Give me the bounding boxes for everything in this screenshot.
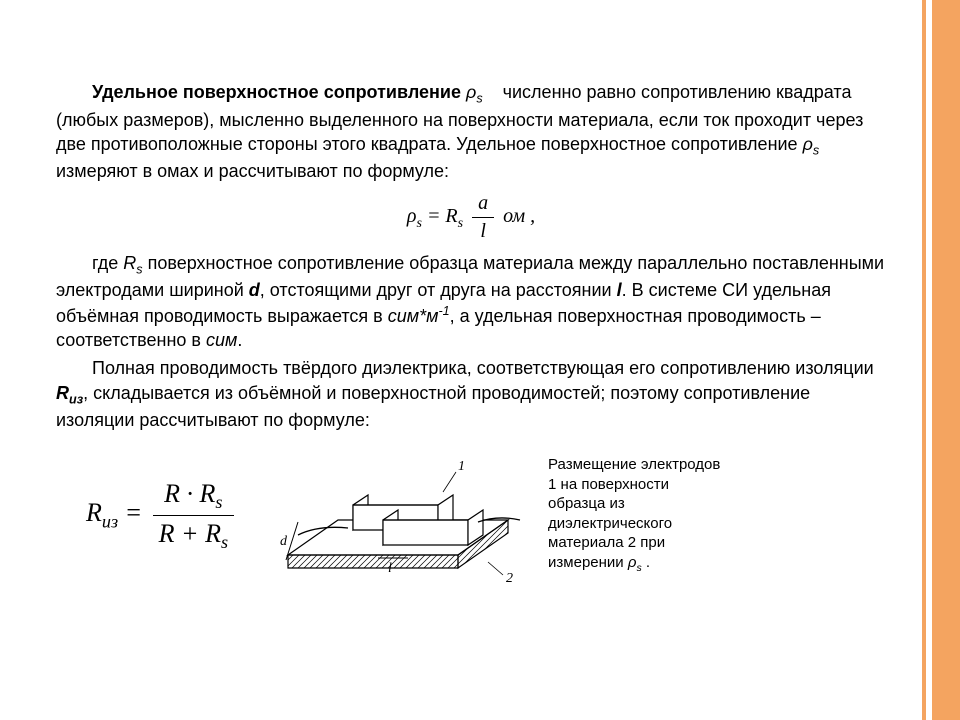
paragraph-2: где Rs поверхностное сопротивление образ… [56, 251, 886, 352]
slide-content: Удельное поверхностное сопротивление ρs … [56, 80, 886, 590]
electrode-diagram: l d 1 2 [258, 440, 528, 590]
paragraph-3: Полная проводимость твёрдого диэлектрика… [56, 356, 886, 432]
Rs-symbol: Rs [123, 253, 147, 273]
d-symbol: d [249, 280, 260, 300]
right-sidebar-thick [932, 0, 960, 720]
term-bold: Удельное поверхностное сопротивление [92, 82, 461, 102]
diagram-caption: Размещение электродов 1 на поверхности о… [548, 455, 728, 575]
rho-symbol: ρs [466, 82, 483, 102]
Riz-symbol: Rиз [56, 383, 83, 403]
p1-tail: измеряют в омах и рассчитывают по формул… [56, 161, 449, 181]
formula-2: Rиз = R · Rs R + Rs [56, 476, 238, 555]
label-d: d [280, 534, 288, 549]
label-1: 1 [458, 459, 465, 474]
formula-1: ρs = Rs a l ом , [56, 190, 886, 245]
rho-symbol-2: ρs [803, 134, 820, 154]
bottom-row: Rиз = R · Rs R + Rs [56, 440, 886, 590]
sim-unit-2: сим [206, 330, 237, 350]
label-l: l [388, 561, 392, 576]
right-sidebar-gap [926, 0, 932, 720]
paragraph-1: Удельное поверхностное сопротивление ρs … [56, 80, 886, 184]
right-sidebar-thin [922, 0, 926, 720]
label-2: 2 [506, 571, 513, 586]
sim-unit: сим*м-1 [388, 306, 450, 326]
